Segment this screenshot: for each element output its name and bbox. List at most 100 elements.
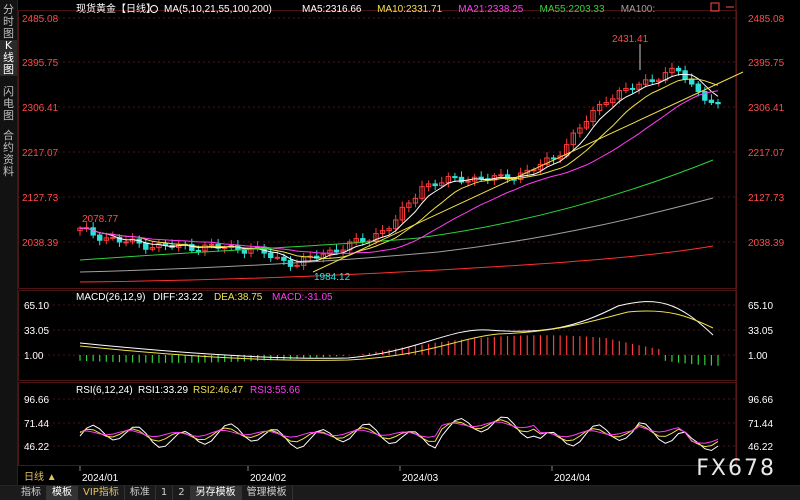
side-tab-3[interactable]: 合约资料	[3, 129, 14, 178]
candle-body	[702, 90, 708, 101]
candle-body	[274, 256, 281, 259]
macd-tick-2: 1.00	[748, 351, 768, 362]
candle-body	[143, 242, 149, 250]
low-annotation: 1984.12	[314, 272, 351, 283]
candle-body	[399, 206, 405, 221]
macd-dea: DEA:38.75	[214, 292, 263, 303]
left-annotation: 2078.77	[82, 214, 119, 225]
candle-body	[360, 238, 366, 243]
ma-value-2: MA21:2338.25	[458, 4, 523, 15]
candle-body	[116, 236, 123, 243]
candle-body	[432, 183, 438, 187]
candle-body	[636, 83, 642, 90]
settings-circle-icon[interactable]	[150, 5, 158, 13]
trend-line	[312, 71, 744, 273]
ma-value-4: MA100:	[621, 4, 655, 15]
ma10-line	[79, 78, 719, 260]
macd-dea-line	[79, 310, 714, 361]
candle-body	[649, 79, 655, 83]
candle-body	[688, 78, 695, 85]
chart-area[interactable]: 2485.08 2485.08 2395.75 2395.75 2306.41 2306.…	[18, 0, 800, 485]
candle-body	[629, 87, 636, 90]
candle-body	[406, 202, 412, 208]
bottom-tab-5[interactable]: 2	[173, 486, 191, 500]
price-tick-left-3: 2217.07	[22, 148, 59, 159]
price-tick-1: 2395.75	[748, 58, 785, 69]
bottom-tab-4[interactable]: 1	[156, 486, 174, 500]
macd-tick-left-1: 33.05	[24, 326, 49, 337]
candle-body	[202, 244, 208, 252]
candle-body	[465, 180, 471, 183]
candle-body	[412, 197, 419, 204]
ma-params: MA(5,10,21,55,100,200)	[164, 4, 272, 15]
candle-body	[110, 236, 116, 239]
high-annotation: 2431.41	[612, 34, 649, 45]
maximize-icon[interactable]	[710, 2, 720, 12]
candle-body	[590, 110, 596, 122]
bottom-tab-0[interactable]: 指标	[16, 486, 47, 500]
macd-tick-1: 33.05	[748, 326, 773, 337]
macd-tick-left-0: 65.10	[24, 301, 49, 312]
candle-body	[340, 249, 346, 253]
candle-body	[708, 99, 715, 104]
candle-body	[550, 157, 557, 160]
date-label-0: 2024/01	[82, 473, 119, 484]
price-tick-left-2: 2306.41	[22, 103, 59, 114]
rsi-tick-0: 96.66	[748, 395, 773, 406]
bottom-tab-6[interactable]: 另存模板	[190, 486, 242, 500]
candle-body	[596, 103, 603, 112]
candle-body	[570, 132, 576, 146]
rsi3-line	[79, 421, 719, 444]
ma100-line	[79, 197, 714, 273]
candle-body	[149, 247, 156, 250]
bottom-tab-3[interactable]: 标准	[125, 486, 156, 500]
candle-body	[695, 83, 701, 92]
price-tick-left-4: 2127.73	[22, 193, 59, 204]
price-tick-3: 2217.07	[748, 148, 785, 159]
candle-body	[715, 102, 721, 105]
side-tab-0[interactable]: 分时图	[3, 3, 14, 40]
candle-body	[557, 155, 563, 160]
candle-body	[189, 244, 195, 251]
candle-body	[682, 70, 688, 80]
price-tick-left-5: 2038.39	[22, 238, 59, 249]
macd-diff-line	[79, 301, 714, 359]
date-label-2: 2024/03	[402, 473, 439, 484]
candle-body	[208, 243, 215, 246]
price-tick-left-1: 2395.75	[22, 58, 59, 69]
candle-body	[386, 228, 392, 232]
candle-body	[156, 243, 162, 249]
side-tab-2[interactable]: 闪电图	[3, 85, 14, 122]
watermark-logo: FX678	[696, 456, 776, 481]
macd-tick-0: 65.10	[748, 301, 773, 312]
candle-body	[393, 219, 399, 230]
symbol-title: 现货黄金【日线】	[76, 2, 156, 15]
macd-value: MACD:-31.05	[272, 292, 333, 303]
candle-body	[439, 182, 445, 187]
side-tab-1[interactable]: K线图	[0, 40, 17, 76]
candle-body	[425, 183, 432, 188]
bottom-tab-7[interactable]: 管理模板	[242, 486, 293, 500]
rsi-tick-left-0: 96.66	[24, 395, 49, 406]
rsi-tick-1: 71.44	[748, 419, 773, 430]
template-toolbar: 指标 模板 VIP指标 标准 1 2 另存模板 管理模板	[0, 485, 800, 500]
period-selector: 日线 ▲	[24, 470, 57, 483]
candle-body	[642, 79, 649, 85]
candle-body	[333, 249, 340, 253]
bottom-tab-2[interactable]: VIP指标	[78, 486, 125, 500]
date-label-1: 2024/02	[250, 473, 287, 484]
macd-tick-left-2: 1.00	[24, 351, 44, 362]
candle-body	[123, 241, 129, 244]
candle-body	[241, 249, 248, 254]
rsi-label: RSI(6,12,24)	[76, 385, 133, 396]
candle-body	[379, 230, 386, 235]
rsi1-value: RSI1:33.29	[138, 385, 188, 396]
ma55-line	[79, 159, 714, 261]
rsi3-value: RSI3:55.66	[250, 385, 300, 396]
bottom-tab-1[interactable]: 模板	[47, 486, 78, 500]
candle-body	[452, 176, 458, 179]
rsi-tick-2: 46.22	[748, 442, 773, 453]
price-tick-2: 2306.41	[748, 103, 785, 114]
candle-body	[675, 67, 682, 72]
panel-frame-0	[18, 10, 737, 289]
